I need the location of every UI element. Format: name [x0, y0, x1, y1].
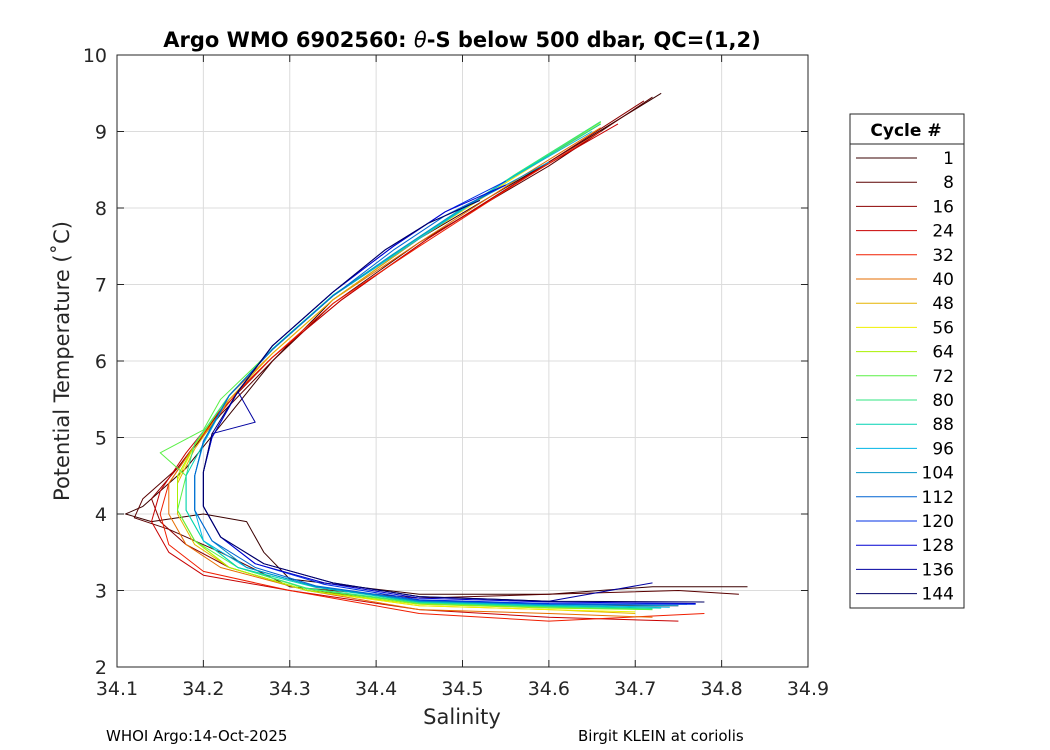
legend-box	[849, 113, 965, 609]
y-tick-label: 3	[95, 581, 107, 603]
legend-label-128: 128	[922, 536, 954, 556]
grid	[116, 54, 809, 668]
legend-items: 1 8 16 24 32 40 48 56 64 72 80 88 96 104 112 120 128 136 1…	[856, 149, 954, 605]
x-tick-label: 34.5	[441, 678, 483, 700]
legend-label-104: 104	[922, 464, 954, 484]
y-tick-label: 10	[83, 45, 107, 67]
x-tick-label: 34.6	[528, 678, 570, 700]
series-line-cycle-144	[202, 199, 705, 603]
tick-marks	[116, 54, 809, 668]
legend-label-8: 8	[943, 173, 954, 193]
chart-title: Argo WMO 6902560: θ-S below 500 dbar, QC…	[163, 28, 760, 52]
y-tick-label: 2	[95, 657, 107, 679]
legend-label-40: 40	[932, 270, 954, 290]
legend-label-56: 56	[932, 318, 954, 338]
legend-label-80: 80	[932, 391, 954, 411]
legend-label-16: 16	[932, 197, 954, 217]
legend-label-96: 96	[932, 439, 954, 459]
legend-label-64: 64	[932, 343, 954, 363]
x-tick-label: 34.3	[269, 678, 311, 700]
legend-label-1: 1	[943, 149, 954, 169]
x-axis-label: Salinity	[423, 705, 501, 729]
x-tick-label: 34.4	[355, 678, 397, 700]
y-tick-label: 8	[95, 198, 107, 220]
legend-label-120: 120	[922, 512, 954, 532]
footer-right: Birgit KLEIN at coriolis	[578, 727, 744, 745]
legend: Cycle # 1 8 16 24 32 40 48 56 64 72 80 88 96 104 112 12…	[849, 113, 965, 609]
legend-label-24: 24	[932, 222, 954, 242]
x-tick-label: 34.1	[96, 678, 138, 700]
series-line-cycle-40	[168, 127, 653, 618]
series-line-cycle-24	[151, 123, 679, 622]
y-tick-label: 7	[95, 275, 107, 297]
footer-left: WHOI Argo:14-Oct-2025	[106, 727, 287, 745]
legend-label-88: 88	[932, 415, 954, 435]
legend-label-72: 72	[932, 367, 954, 387]
y-axis-label: Potential Temperature (˚C)	[50, 221, 74, 501]
series-line-cycle-8	[133, 96, 739, 599]
series-line-cycle-112	[194, 184, 688, 605]
y-tick-label: 9	[95, 122, 107, 144]
series-layer	[125, 92, 748, 622]
legend-label-112: 112	[922, 488, 954, 508]
legend-title: Cycle #	[870, 121, 941, 141]
legend-label-48: 48	[932, 294, 954, 314]
x-tick-label: 34.2	[182, 678, 224, 700]
tick-labels: 34.1 34.2 34.3 34.4 34.5 34.6 34.7 34.8 34.9 2 3 4 5…	[83, 45, 829, 700]
y-tick-label: 6	[95, 351, 107, 373]
x-tick-label: 34.7	[614, 678, 656, 700]
x-tick-label: 34.8	[700, 678, 742, 700]
y-tick-label: 5	[95, 428, 107, 450]
legend-label-32: 32	[932, 246, 954, 266]
legend-label-144: 144	[922, 585, 954, 605]
x-tick-label: 34.9	[787, 678, 829, 700]
legend-label-136: 136	[922, 560, 954, 580]
y-tick-label: 4	[95, 504, 107, 526]
